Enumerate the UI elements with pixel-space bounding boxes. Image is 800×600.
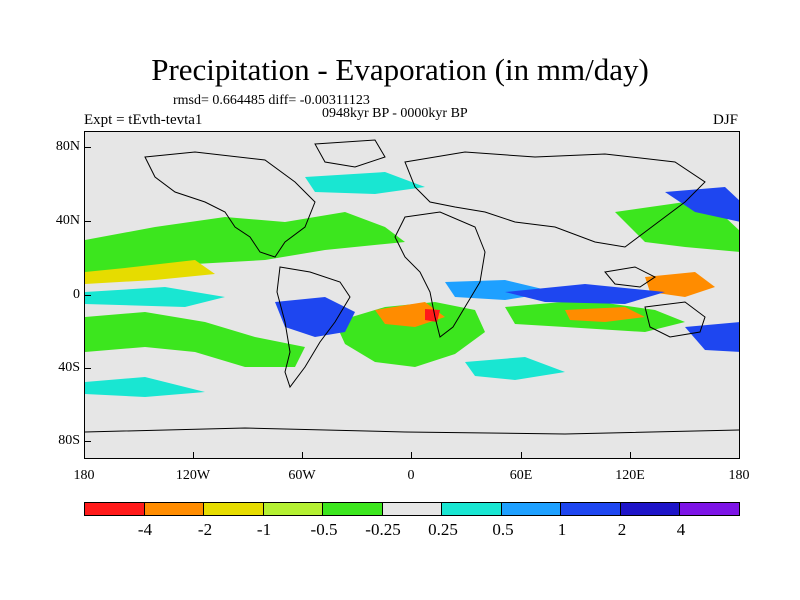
- lat-label-40n: 40N: [55, 213, 80, 228]
- colorbar-label: -0.25: [365, 520, 401, 539]
- field-orange-atlantic: [375, 302, 445, 327]
- lon-tick: [739, 452, 740, 459]
- lon-tick: [630, 452, 631, 459]
- colorbar-label: -0.5: [310, 520, 338, 539]
- colorbar-swatch-5: [382, 503, 443, 515]
- field-blue-sa: [275, 297, 355, 337]
- lat-tick: [84, 441, 91, 442]
- precipitation-map: [84, 131, 740, 459]
- period-label: 0948kyr BP - 0000kyr BP: [322, 106, 468, 121]
- colorbar-label: 0.25: [428, 520, 458, 539]
- lat-tick: [84, 368, 91, 369]
- lon-label-180w: 180: [73, 468, 95, 483]
- colorbar-swatch-4: [323, 503, 383, 515]
- lon-label-0: 0: [407, 468, 415, 483]
- experiment-label: Expt = tEvth-tevta1: [84, 112, 203, 128]
- field-orange-wp: [645, 272, 715, 297]
- lon-tick: [193, 452, 194, 459]
- field-green-band-south: [85, 312, 305, 367]
- lat-label-80n: 80N: [55, 139, 80, 154]
- colorbar-label: 0.5: [492, 520, 514, 539]
- page-title: Precipitation - Evaporation (in mm/day): [151, 52, 649, 87]
- season-label: DJF: [712, 112, 738, 128]
- lat-tick: [84, 295, 91, 296]
- field-cyan-north: [305, 172, 425, 194]
- lat-label-0: 0: [73, 287, 80, 302]
- lat-label-80s: 80S: [58, 433, 80, 448]
- field-red-atlantic: [425, 309, 440, 322]
- field-cyan-south: [85, 377, 205, 397]
- colorbar-swatch-3: [263, 503, 324, 515]
- colorbar-label: -2: [197, 520, 213, 539]
- lat-label-40s: 40S: [58, 360, 80, 375]
- field-blue-south: [685, 322, 739, 352]
- colorbar-swatch-2: [204, 503, 264, 515]
- lon-tick: [411, 452, 412, 459]
- lon-tick: [84, 452, 85, 459]
- lat-tick: [84, 221, 91, 222]
- field-cyan-pacific: [85, 287, 225, 307]
- lon-label-180e: 180: [728, 468, 750, 483]
- lat-tick: [84, 147, 91, 148]
- colorbar-label: -1: [256, 520, 272, 539]
- colorbar-label: 1: [557, 520, 567, 539]
- coastlines: [85, 139, 739, 435]
- field-orange-io: [565, 307, 645, 322]
- stats-label: rmsd= 0.664485 diff= -0.00311123: [173, 93, 370, 108]
- colorbar-swatch-6: [442, 503, 502, 515]
- colorbar-swatch-0: [85, 503, 145, 515]
- lon-label-120w: 120W: [175, 468, 211, 483]
- field-yellow-north: [85, 260, 215, 284]
- colorbar-swatch-9: [620, 503, 681, 515]
- field-blue-io: [505, 284, 665, 304]
- lon-tick: [521, 452, 522, 459]
- field-cyan-atlantic-s: [465, 357, 565, 380]
- lon-label-120e: 120E: [615, 468, 645, 483]
- colorbar-swatch-10: [680, 503, 740, 515]
- colorbar-label: 4: [676, 520, 686, 539]
- colorbar-swatch-8: [561, 503, 621, 515]
- map-field: [85, 139, 739, 435]
- lon-label-60w: 60W: [288, 468, 316, 483]
- colorbar-swatch-7: [501, 503, 562, 515]
- field-green-sa: [335, 302, 485, 367]
- field-blue-pacific: [665, 187, 739, 222]
- lon-label-60e: 60E: [509, 468, 533, 483]
- colorbar-label: 2: [617, 520, 627, 539]
- colorbar-label: -4: [137, 520, 153, 539]
- colorbar: [84, 502, 740, 516]
- colorbar-swatch-1: [144, 503, 205, 515]
- field-green-band-north: [85, 212, 405, 274]
- lon-tick: [302, 452, 303, 459]
